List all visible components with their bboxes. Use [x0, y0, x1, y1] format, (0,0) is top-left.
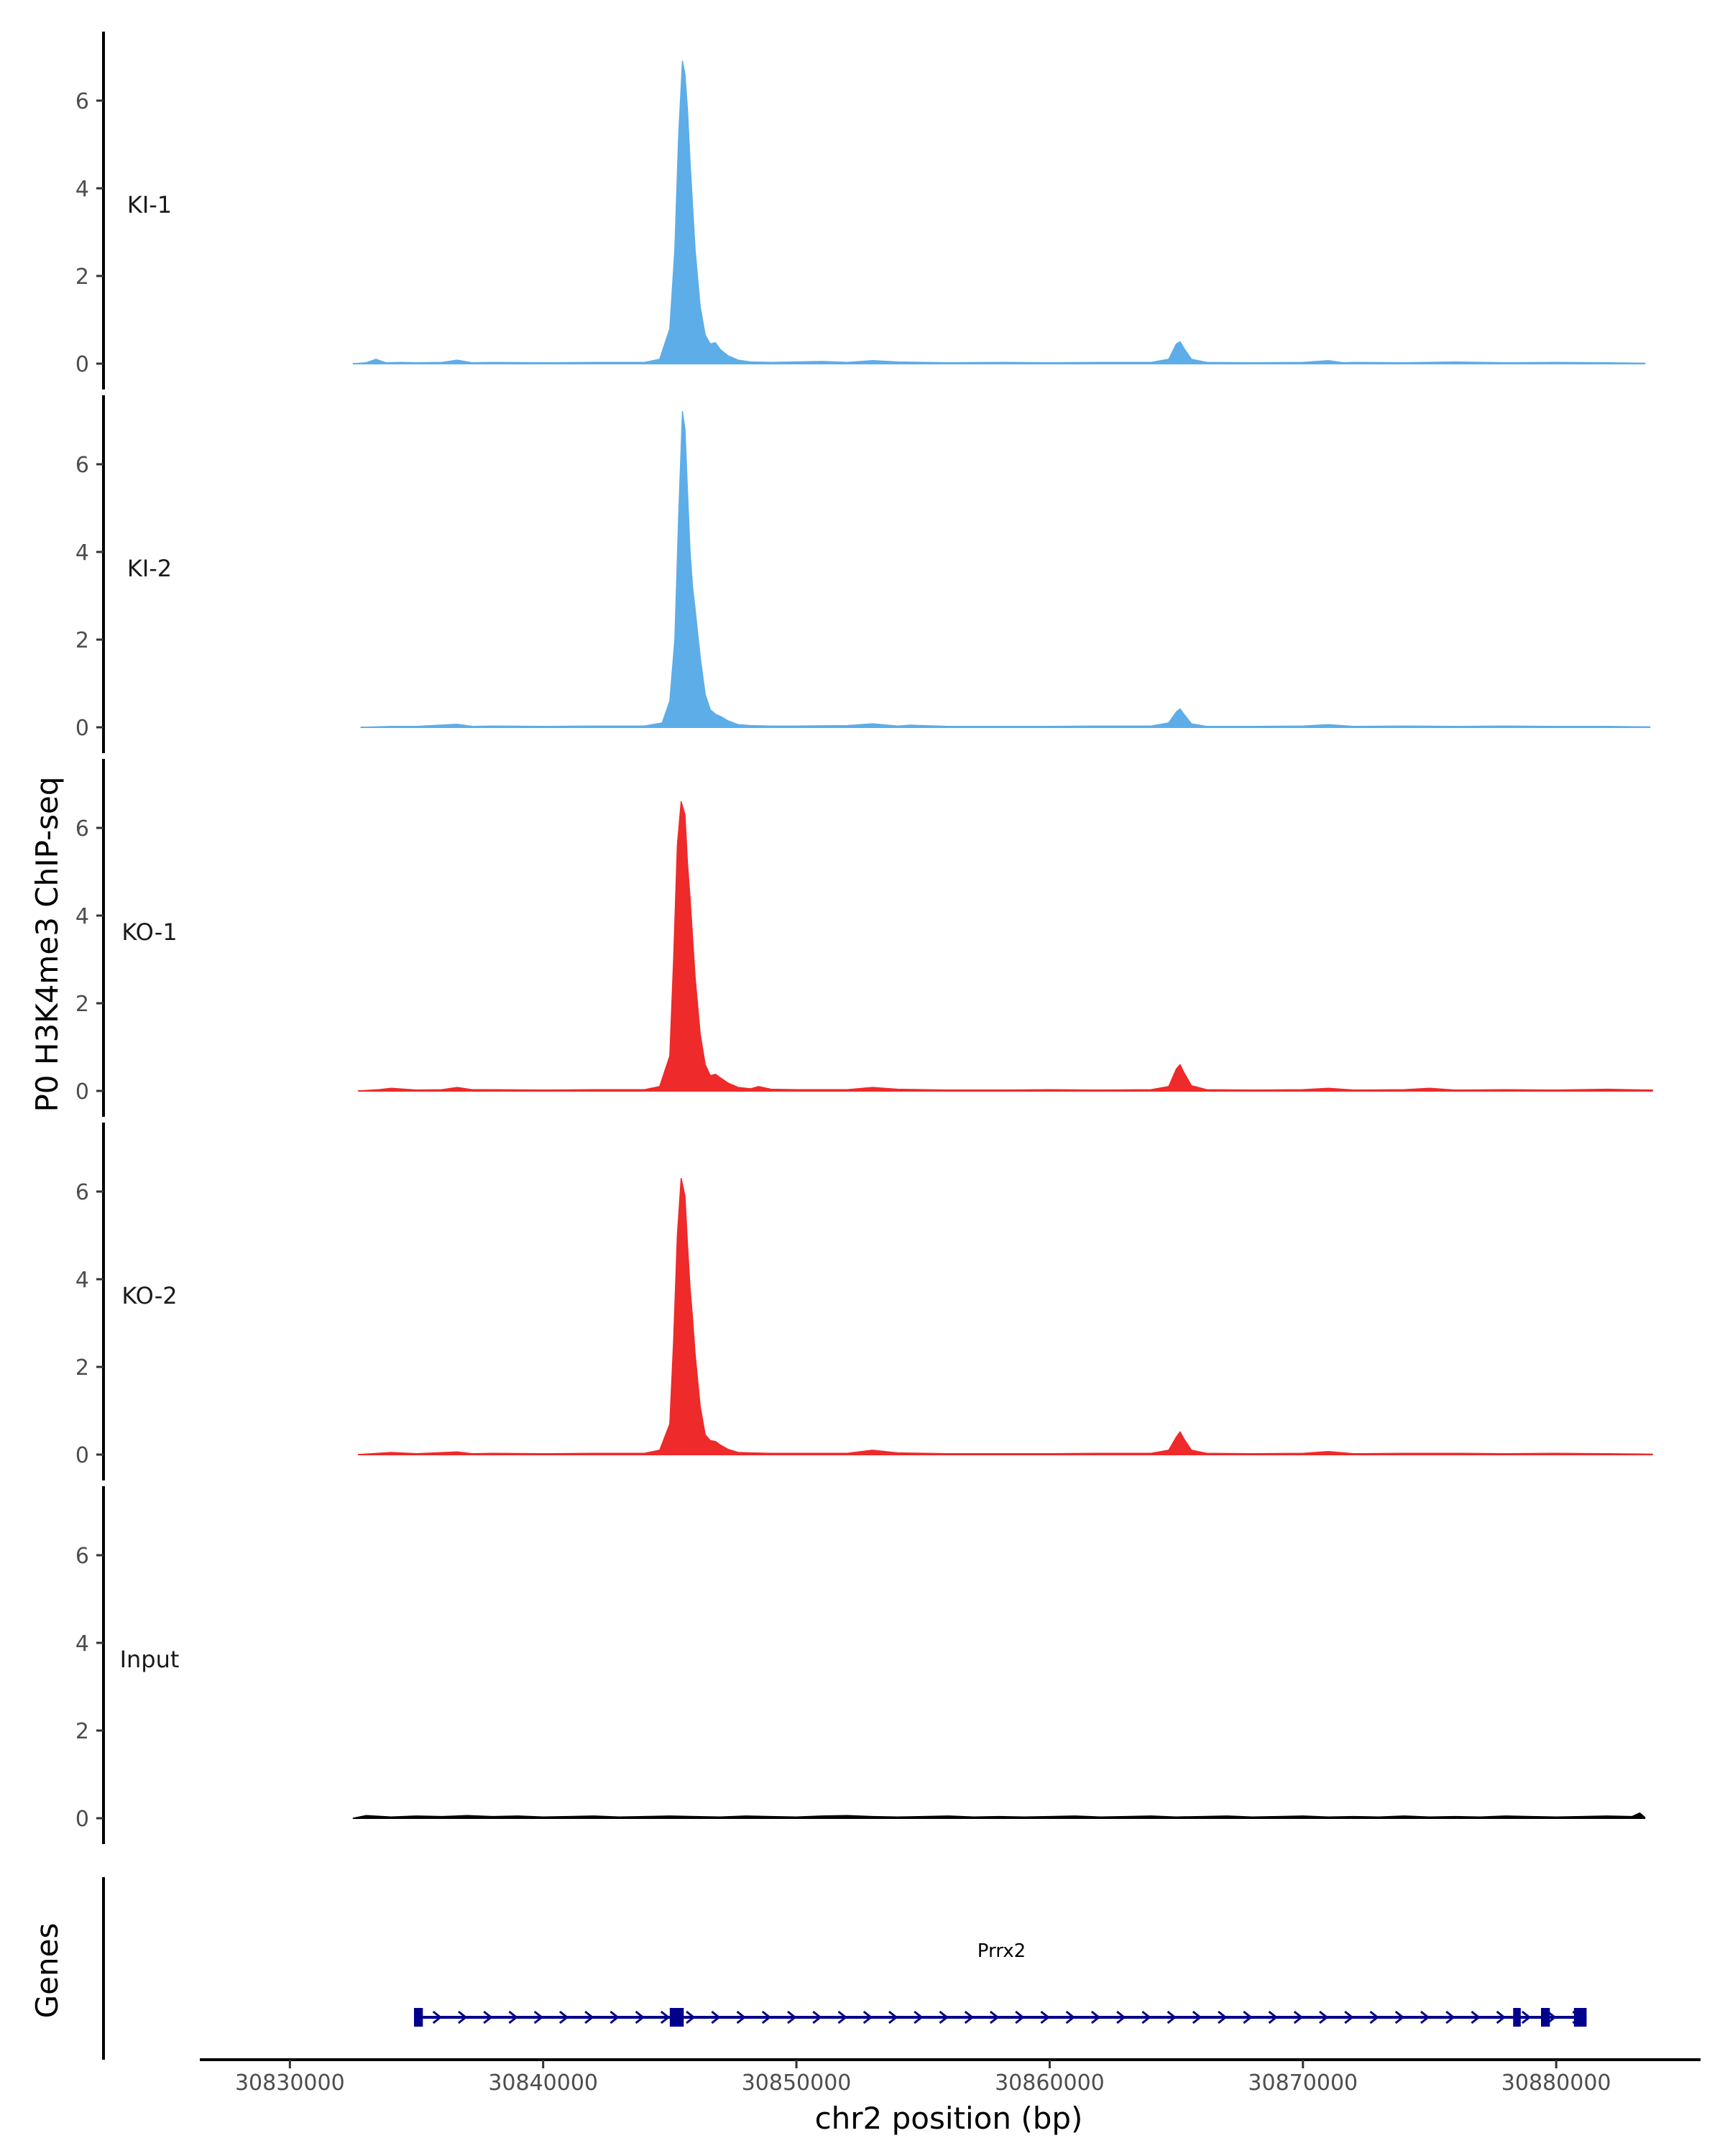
strand-arrow — [1268, 2010, 1278, 2024]
gene-track: Genes Prrx2 — [29, 1877, 1587, 2060]
strand-arrow — [1369, 2010, 1379, 2024]
strand-arrow — [1420, 2010, 1430, 2024]
strand-arrow — [432, 2010, 443, 2024]
strand-arrow — [635, 2010, 645, 2024]
exon — [1541, 2008, 1550, 2027]
x-tick-label: 30830000 — [235, 2070, 345, 2096]
y-tick-label-ki-2: 4 — [75, 540, 89, 566]
exon — [669, 2008, 684, 2027]
strand-arrow — [1344, 2010, 1354, 2024]
y-tick-label-ko-1: 4 — [75, 904, 89, 929]
x-tick-label: 30860000 — [995, 2070, 1105, 2096]
exon — [1573, 2008, 1587, 2027]
strand-arrow — [837, 2010, 847, 2024]
y-tick-label-ki-1: 2 — [75, 264, 89, 290]
strand-arrow — [508, 2010, 518, 2024]
y-tick-label-ko-2: 4 — [75, 1268, 89, 1293]
x-tick-label: 30850000 — [742, 2070, 852, 2096]
strand-arrow — [862, 2010, 873, 2024]
strand-arrow — [660, 2010, 671, 2024]
y-tick-label-ko-1: 6 — [75, 816, 89, 842]
y-tick-label-input: 4 — [75, 1631, 89, 1657]
strand-arrow — [457, 2010, 468, 2024]
strand-arrow — [1471, 2010, 1481, 2024]
track-label-ki-2: KI-2 — [127, 555, 172, 582]
strand-arrow — [1015, 2010, 1025, 2024]
strand-arrow — [558, 2010, 569, 2024]
strand-arrow — [1065, 2010, 1076, 2024]
strand-arrow — [888, 2010, 898, 2024]
track-label-ko-2: KO-2 — [121, 1282, 177, 1309]
y-tick-label-ki-1: 6 — [75, 89, 89, 114]
y-tick-label-ko-2: 2 — [75, 1355, 89, 1381]
y-tick-label-ko-1: 0 — [75, 1079, 89, 1105]
signal-area-ko-2 — [357, 1177, 1653, 1455]
track-ko-2: 0 2 4 6 KO-2 — [75, 1123, 1653, 1480]
y-tick-label-ki-2: 2 — [75, 628, 89, 653]
x-tick-label: 30880000 — [1501, 2070, 1611, 2096]
x-tick-label: 30870000 — [1248, 2070, 1358, 2096]
track-ki-2: 0 2 4 6 KI-2 — [75, 395, 1651, 753]
strand-arrow — [483, 2010, 493, 2024]
signal-area-input — [352, 1812, 1646, 1819]
strand-arrow — [1116, 2010, 1126, 2024]
strand-arrow — [1243, 2010, 1253, 2024]
y-tick-label-input: 0 — [75, 1807, 89, 1832]
signal-area-ki-2 — [360, 411, 1651, 728]
strand-arrow — [533, 2010, 544, 2024]
y-tick-label-ki-1: 4 — [75, 177, 89, 202]
strand-arrow — [1141, 2010, 1151, 2024]
strand-arrow — [1293, 2010, 1304, 2024]
strand-arrow — [1090, 2010, 1101, 2024]
y-tick-label-ki-2: 0 — [75, 716, 89, 741]
track-ki-1: 0 2 4 6 KI-1 — [75, 32, 1646, 390]
strand-arrow — [1218, 2010, 1228, 2024]
strand-arrow — [1394, 2010, 1405, 2024]
strand-arrow — [939, 2010, 949, 2024]
track-label-ki-1: KI-1 — [127, 191, 172, 218]
y-tick-label-ko-2: 6 — [75, 1180, 89, 1205]
y-axis-title: P0 H3K4me3 ChIP-seq — [29, 776, 65, 1112]
tracks-layer: 0 2 4 6 KI-1 0 2 4 6 KI-2 0 2 4 6 KO-1 0 2 4 6 KO-2 0 2 4 6 Inpu… — [75, 32, 1653, 1844]
strand-arrow — [1521, 2010, 1532, 2024]
x-tick-label: 30840000 — [488, 2070, 598, 2096]
track-ko-1: 0 2 4 6 KO-1 — [75, 759, 1653, 1117]
track-label-input: Input — [120, 1646, 180, 1673]
signal-area-ko-1 — [357, 801, 1653, 1092]
strand-arrow — [1319, 2010, 1329, 2024]
gene-name-label: Prrx2 — [978, 1940, 1026, 1962]
strand-arrow — [787, 2010, 797, 2024]
strand-arrow — [812, 2010, 822, 2024]
x-axis: 30830000 30840000 30850000 30860000 30870000… — [200, 2058, 1701, 2096]
y-tick-label-ki-1: 0 — [75, 352, 89, 377]
y-tick-label-ki-2: 6 — [75, 453, 89, 478]
strand-arrow — [761, 2010, 772, 2024]
strand-arrow — [686, 2010, 696, 2024]
exon — [1513, 2008, 1521, 2027]
y-tick-label-ko-2: 0 — [75, 1443, 89, 1468]
y-tick-label-input: 2 — [75, 1719, 89, 1744]
strand-arrow — [914, 2010, 924, 2024]
strand-arrow — [1496, 2010, 1506, 2024]
strand-arrow — [1192, 2010, 1202, 2024]
strand-arrow — [1167, 2010, 1177, 2024]
x-axis-title: chr2 position (bp) — [815, 2101, 1083, 2136]
y-tick-label-input: 6 — [75, 1544, 89, 1569]
strand-arrow — [610, 2010, 620, 2024]
track-label-ko-1: KO-1 — [121, 918, 177, 946]
strand-arrow — [1040, 2010, 1050, 2024]
genes-axis-title: Genes — [29, 1923, 65, 2019]
strand-arrow — [736, 2010, 746, 2024]
strand-arrow — [1445, 2010, 1455, 2024]
strand-arrow — [584, 2010, 594, 2024]
signal-area-ki-1 — [352, 60, 1646, 364]
strand-arrow — [711, 2010, 721, 2024]
y-tick-label-ko-1: 2 — [75, 992, 89, 1017]
strand-arrow — [964, 2010, 975, 2024]
exon — [413, 2008, 423, 2027]
track-input: 0 2 4 6 Input — [75, 1486, 1646, 1844]
strand-arrow — [1547, 2010, 1557, 2024]
strand-arrow — [989, 2010, 1000, 2024]
